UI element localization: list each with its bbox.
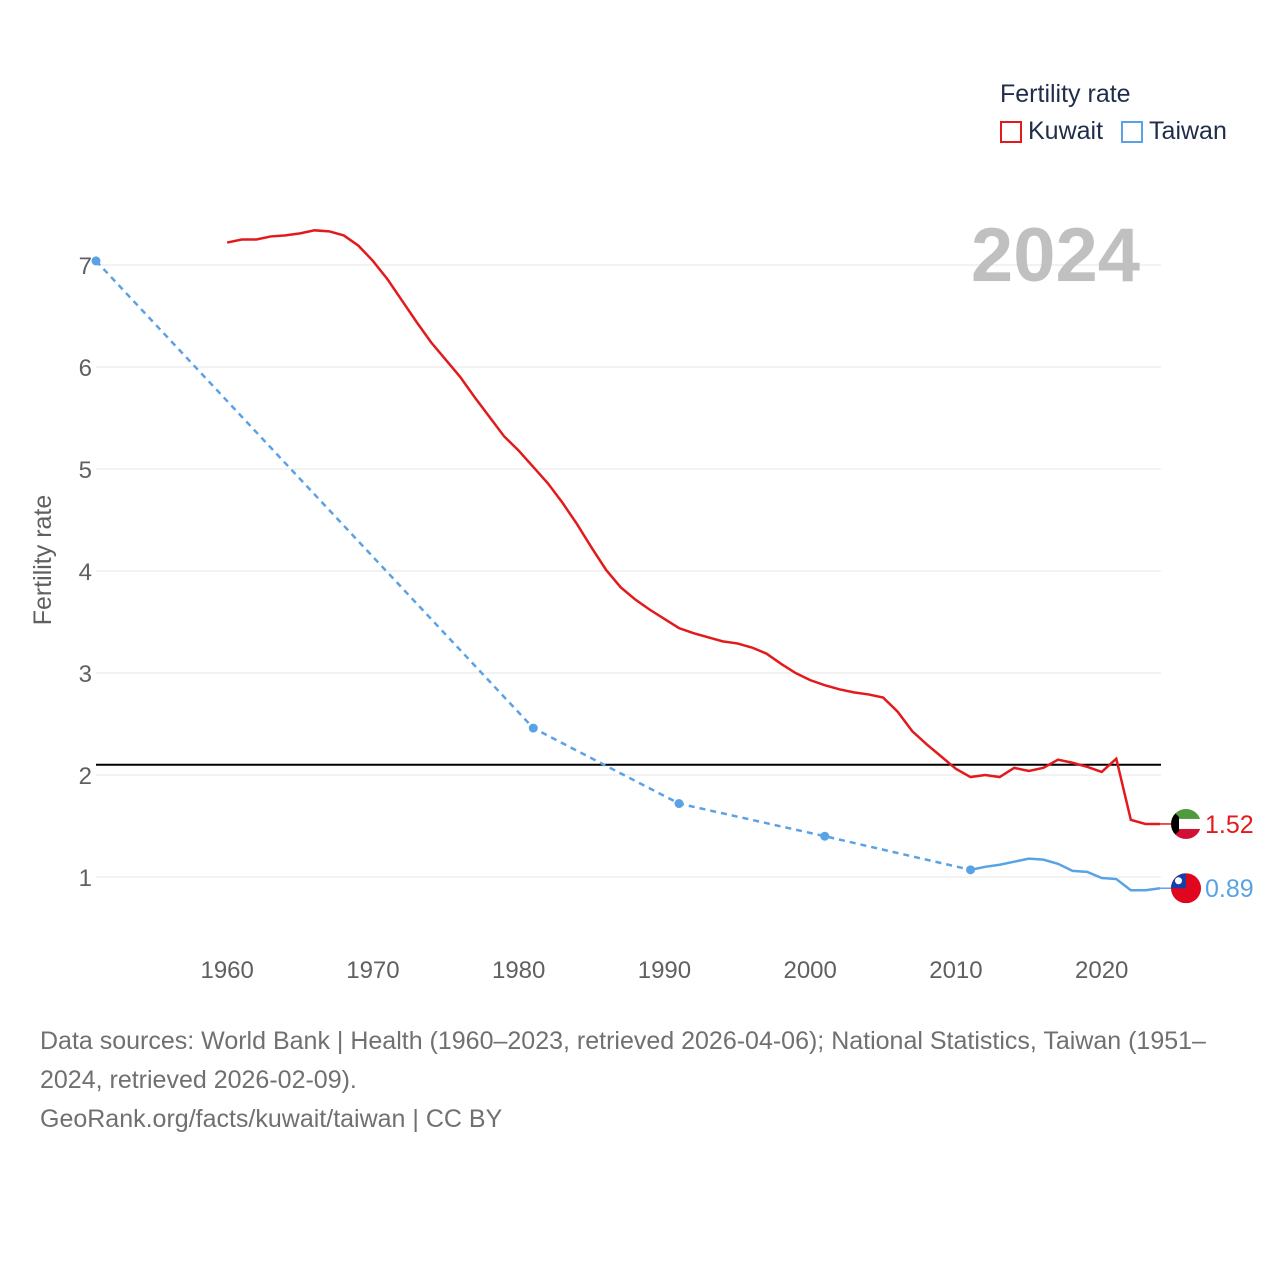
taiwan-line-interpolated: [95, 260, 971, 872]
kuwait-end-value: 1.52: [1205, 811, 1254, 839]
x-tick-label-1980: 1980: [492, 957, 545, 984]
y-tick-label-7: 7: [79, 253, 92, 280]
y-tick-label-2: 2: [79, 763, 92, 790]
x-tick-label-2010: 2010: [929, 957, 982, 984]
y-tick-label-3: 3: [79, 661, 92, 688]
y-axis-label: Fertility rate: [29, 495, 57, 626]
legend-label-taiwan: Taiwan: [1149, 117, 1227, 145]
credit-link[interactable]: GeoRank.org/facts/kuwait/taiwan | CC BY: [40, 1105, 503, 1133]
taiwan-swatch-icon: [1121, 120, 1144, 143]
y-axis-ticks: 1 2 3 4 5 6 7: [79, 253, 92, 892]
x-tick-label-1960: 1960: [200, 957, 253, 984]
x-axis-ticks: 1960 1970 1980 1990 2000 2010 2020: [200, 957, 1128, 984]
taiwan-point-1991: [674, 799, 684, 809]
taiwan-point-1951: [91, 256, 101, 266]
y-tick-label-6: 6: [79, 355, 92, 382]
taiwan-point-1981: [528, 723, 538, 733]
kuwait-line: [226, 229, 1160, 826]
flag-white-sun: [1175, 877, 1182, 885]
x-tick-label-1970: 1970: [346, 957, 399, 984]
legend-title: Fertility rate: [1000, 80, 1131, 108]
data-sources: Data sources: World Bank | Health (1960–…: [40, 1027, 1206, 1094]
current-year-label: 2024: [970, 213, 1140, 298]
kuwait-flag-body: [1171, 808, 1201, 839]
footer: Data sources: World Bank | Health (1960–…: [40, 1022, 1250, 1139]
flag-red-band: [1171, 828, 1201, 839]
legend-item-taiwan[interactable]: Taiwan: [1121, 117, 1227, 146]
kuwait-swatch-icon: [1000, 120, 1022, 143]
legend-label-kuwait: Kuwait: [1028, 117, 1104, 145]
legend: Fertility rate Kuwait Taiwan: [1000, 80, 1227, 146]
taiwan-end-value: 0.89: [1205, 875, 1254, 903]
taiwan-flag-icon: [1171, 873, 1201, 904]
x-tick-label-1990: 1990: [638, 957, 691, 984]
x-tick-label-2020: 2020: [1075, 957, 1128, 984]
taiwan-point-2001: [820, 831, 830, 841]
taiwan-line-annual: [970, 857, 1161, 892]
y-tick-label-5: 5: [79, 457, 92, 484]
y-tick-label-4: 4: [79, 559, 92, 586]
flag-green-band: [1171, 808, 1201, 819]
kuwait-flag-icon: [1171, 808, 1201, 839]
y-tick-label-1: 1: [79, 865, 92, 892]
taiwan-flag-body: [1171, 873, 1201, 904]
taiwan-point-2011: [966, 865, 976, 875]
x-tick-label-2000: 2000: [783, 957, 836, 984]
gridlines: [96, 264, 1161, 878]
flag-white-band: [1171, 818, 1201, 829]
legend-item-kuwait[interactable]: Kuwait: [1000, 117, 1103, 146]
end-markers: 1.52 0.89: [1160, 808, 1254, 904]
series-lines: [91, 229, 1161, 892]
